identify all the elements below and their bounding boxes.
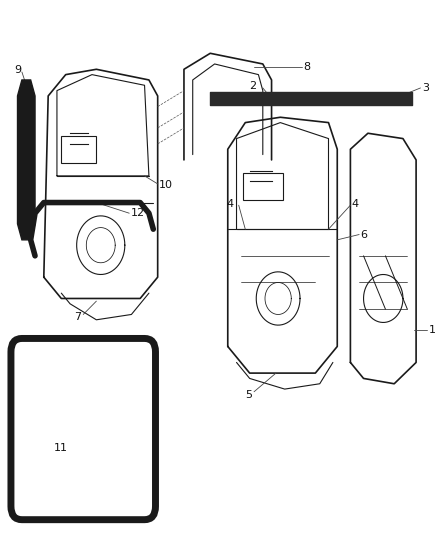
Text: 3: 3 [422,83,429,93]
Text: 4: 4 [226,199,233,208]
Polygon shape [18,80,35,240]
Text: 7: 7 [74,312,81,321]
Text: 1: 1 [428,326,435,335]
Text: 11: 11 [54,443,68,453]
Text: 10: 10 [159,181,173,190]
Text: 6: 6 [360,230,367,239]
Text: 9: 9 [14,65,21,75]
Text: 5: 5 [245,391,252,400]
Text: 8: 8 [304,62,311,71]
Text: 2: 2 [249,82,256,91]
Text: 12: 12 [131,208,145,218]
Text: 4: 4 [352,199,359,208]
